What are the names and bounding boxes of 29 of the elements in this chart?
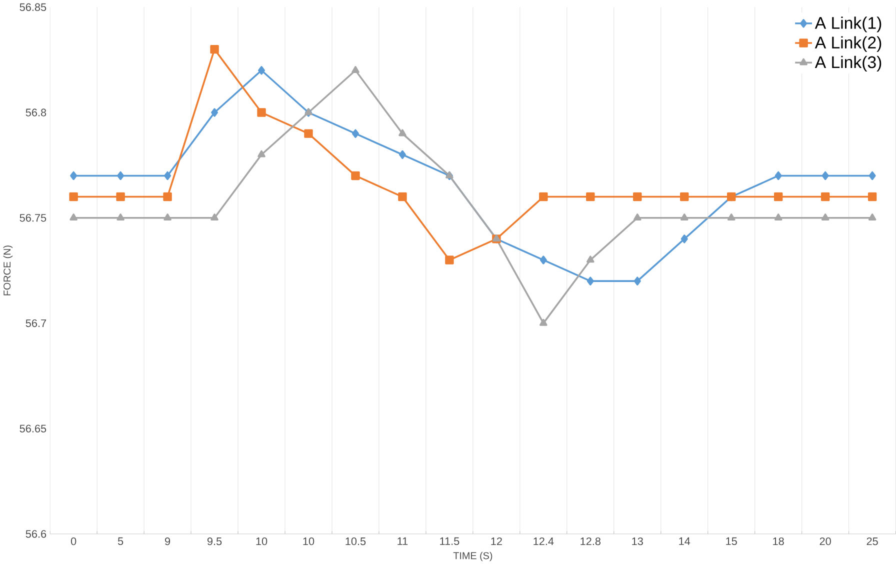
x-tick-label: 10 xyxy=(256,537,268,545)
x-tick-label: 10 xyxy=(303,537,314,545)
legend-label: A Link(2) xyxy=(814,36,882,52)
y-tick-label: 56.65 xyxy=(20,424,46,432)
y-tick-label: 56.6 xyxy=(26,530,46,538)
x-tick-label: 25 xyxy=(866,537,878,545)
x-tick-label: 12.8 xyxy=(580,537,601,545)
x-tick-label: 9 xyxy=(165,537,170,545)
legend-label: A Link(1) xyxy=(814,16,882,32)
y-tick-label: 56.85 xyxy=(20,3,46,11)
x-axis-title: TIME (S) xyxy=(453,552,492,561)
x-tick-label: 14 xyxy=(679,537,690,545)
x-tick-label: 11.5 xyxy=(440,537,460,545)
legend-label: A Link(3) xyxy=(814,56,882,72)
x-tick-label: 0 xyxy=(70,537,76,545)
x-tick-label: 20 xyxy=(820,537,831,545)
x-tick-label: 12 xyxy=(491,537,502,545)
y-tick-label: 56.75 xyxy=(20,214,46,222)
x-tick-label: 9.5 xyxy=(207,537,222,545)
y-axis-title: FORCE (N) xyxy=(3,245,13,296)
x-tick-label: 13 xyxy=(632,537,643,545)
x-tick-label: 5 xyxy=(118,537,124,545)
y-tick-label: 56.8 xyxy=(26,108,46,116)
y-tick-label: 56.7 xyxy=(26,319,46,327)
x-tick-label: 10.5 xyxy=(346,537,366,545)
x-tick-label: 11 xyxy=(398,537,408,545)
x-tick-label: 18 xyxy=(773,537,784,545)
x-tick-label: 12.4 xyxy=(534,537,554,545)
x-tick-label: 15 xyxy=(726,537,737,545)
